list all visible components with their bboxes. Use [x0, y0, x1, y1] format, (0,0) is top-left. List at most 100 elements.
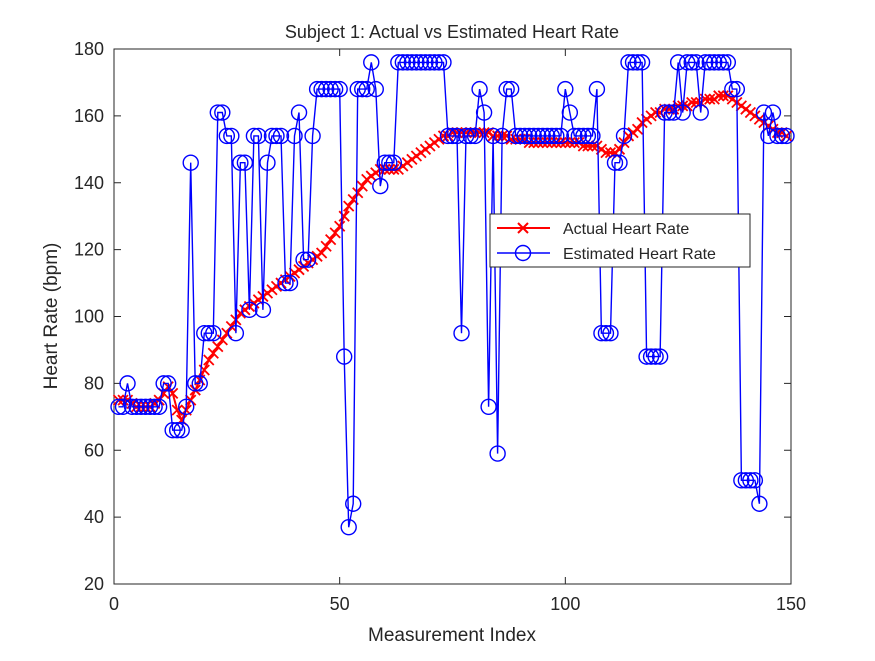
- estimated-point: [660, 104, 678, 121]
- estimated-point: [719, 54, 737, 71]
- estimated-point: [281, 274, 299, 292]
- estimated-point: [448, 127, 466, 145]
- estimated-point: [173, 421, 190, 439]
- estimated-point: [678, 54, 696, 71]
- estimated-point: [299, 251, 317, 268]
- x-tick-label: 0: [109, 594, 119, 614]
- estimated-point: [543, 127, 560, 145]
- estimated-point: [642, 348, 660, 365]
- estimated-point: [755, 104, 773, 121]
- estimated-point: [358, 80, 375, 98]
- x-tick-label: 50: [330, 594, 350, 614]
- estimated-point: [272, 127, 290, 145]
- estimated-point: [150, 398, 168, 415]
- estimated-point: [715, 54, 732, 71]
- estimated-point: [597, 325, 615, 342]
- estimated-point: [552, 127, 570, 145]
- estimated-point: [665, 104, 682, 121]
- estimated-point: [647, 348, 664, 365]
- y-tick-label: 100: [74, 307, 104, 327]
- estimated-point: [692, 104, 709, 121]
- x-tick-label: 100: [550, 594, 580, 614]
- estimated-point: [742, 472, 759, 489]
- estimated-point: [137, 398, 154, 415]
- estimated-point: [277, 274, 294, 292]
- estimated-point: [471, 80, 488, 98]
- estimated-point: [525, 127, 542, 145]
- estimated-point: [394, 54, 412, 71]
- estimated-point: [498, 80, 515, 98]
- estimated-point: [539, 127, 556, 145]
- actual-point: [343, 200, 355, 212]
- estimated-point: [706, 54, 723, 71]
- estimated-point: [205, 325, 222, 342]
- estimated-point: [421, 54, 439, 71]
- estimated-point: [493, 127, 511, 145]
- y-tick-label: 180: [74, 39, 104, 59]
- estimated-point: [354, 80, 371, 98]
- estimated-point: [164, 421, 181, 439]
- estimated-point: [566, 127, 583, 145]
- estimated-point: [399, 54, 416, 71]
- y-tick-label: 20: [84, 574, 104, 594]
- estimated-point: [182, 154, 199, 171]
- estimated-point: [326, 80, 344, 98]
- estimated-point: [629, 54, 646, 71]
- estimated-point: [701, 54, 718, 71]
- estimated-point: [611, 154, 628, 171]
- x-tick-label: 150: [776, 594, 806, 614]
- actual-point: [334, 220, 346, 232]
- actual-point: [686, 96, 698, 109]
- estimated-point: [317, 80, 335, 98]
- estimated-point: [372, 177, 389, 195]
- estimated-point: [620, 54, 637, 71]
- estimated-point: [367, 80, 384, 98]
- actual-point: [717, 90, 729, 102]
- estimated-point: [606, 154, 624, 171]
- estimated-point: [521, 127, 538, 145]
- estimated-point: [764, 104, 782, 121]
- estimated-point: [245, 127, 263, 145]
- series-estimated: [110, 54, 795, 536]
- estimated-point: [602, 325, 619, 342]
- estimated-line: [118, 61, 787, 528]
- legend-actual-marker: [517, 222, 529, 234]
- plot-area: [113, 48, 792, 585]
- estimated-point: [345, 495, 362, 512]
- estimated-point: [656, 104, 673, 121]
- estimated-point: [484, 127, 502, 145]
- estimated-point: [232, 154, 249, 171]
- estimated-point: [615, 127, 633, 145]
- y-axis-label: Heart Rate (bpm): [41, 243, 62, 390]
- actual-point: [600, 147, 612, 159]
- estimated-point: [191, 375, 208, 392]
- estimated-point: [110, 398, 127, 415]
- estimated-point: [624, 54, 642, 71]
- estimated-point: [575, 127, 592, 145]
- estimated-point: [209, 104, 227, 121]
- y-tick-label: 80: [84, 373, 104, 393]
- estimated-point: [457, 127, 475, 145]
- estimated-point: [710, 54, 727, 71]
- estimated-point: [114, 398, 132, 415]
- estimated-point: [132, 398, 150, 415]
- y-tick-label: 60: [84, 440, 104, 460]
- estimated-point: [557, 80, 574, 98]
- estimated-point: [430, 54, 448, 71]
- actual-point: [207, 347, 219, 359]
- estimated-point: [295, 251, 312, 268]
- estimated-point: [178, 398, 195, 415]
- estimated-point: [385, 154, 403, 171]
- y-tick-label: 160: [74, 106, 104, 126]
- estimated-point: [196, 325, 213, 342]
- actual-point: [491, 130, 504, 142]
- actual-point: [352, 187, 364, 199]
- estimated-point: [223, 127, 240, 145]
- estimated-point: [381, 154, 398, 171]
- estimated-point: [444, 127, 461, 145]
- estimated-point: [308, 80, 326, 98]
- estimated-point: [737, 472, 755, 489]
- estimated-point: [475, 104, 493, 121]
- estimated-point: [584, 127, 601, 145]
